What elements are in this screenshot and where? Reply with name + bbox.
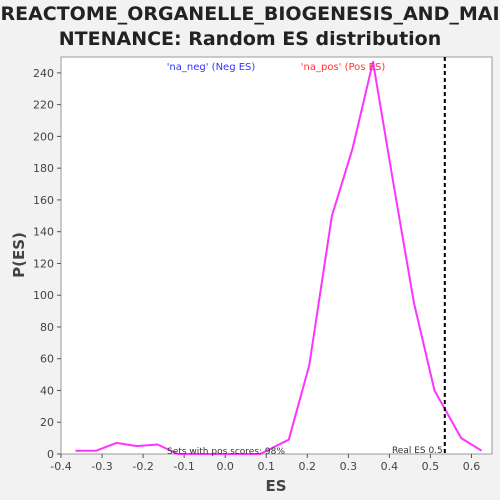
x-tick-label: -0.2 [132,460,153,473]
x-tick-label: 0.0 [216,460,234,473]
x-tick-label: 0.3 [340,460,358,473]
x-tick-label: 0.5 [422,460,440,473]
series-layer [75,60,483,455]
marker-layer: Real ES 0.5 [392,57,446,456]
y-tick-label: 140 [33,226,54,239]
x-tick-label: 0.6 [463,460,481,473]
chart-title-line2: NTENANCE: Random ES distribution [59,28,442,50]
plot-area [60,56,493,455]
y-axis: 0 20 40 60 80 100 120 140 160 180 200 220 240 [33,67,61,461]
y-tick-label: 100 [33,289,54,302]
x-axis-label: ES [265,477,286,495]
y-tick-label: 220 [33,99,54,112]
legend-neg: 'na_neg' (Neg ES) [167,62,256,73]
y-tick-label: 0 [47,448,54,461]
y-tick-label: 120 [33,257,54,270]
y-tick-label: 80 [40,321,54,334]
y-tick-label: 200 [33,130,54,143]
y-tick-label: 40 [40,384,54,397]
x-tick-label: 0.1 [257,460,275,473]
real-es-label: Real ES 0.5 [392,446,443,456]
y-axis-label: P(ES) [10,232,28,278]
y-tick-label: 20 [40,416,54,429]
x-tick-label: -0.4 [50,460,71,473]
y-tick-label: 240 [33,67,54,80]
y-tick-label: 60 [40,353,54,366]
x-tick-label: -0.3 [91,460,112,473]
x-tick-label: 0.2 [299,460,317,473]
legend-pos: 'na_pos' (Pos ES) [301,62,386,73]
y-tick-label: 160 [33,194,54,207]
x-tick-label: -0.1 [173,460,194,473]
x-axis: -0.4 -0.3 -0.2 -0.1 0.0 0.1 0.2 0.3 0.4 0.5 0.6 [50,454,480,473]
y-tick-label: 180 [33,162,54,175]
chart-title-line1: REACTOME_ORGANELLE_BIOGENESIS_AND_MAI [0,3,499,25]
series-line [75,60,483,455]
pos-scores-annotation: Sets with pos scores: 98% [167,447,285,457]
x-tick-label: 0.4 [381,460,399,473]
